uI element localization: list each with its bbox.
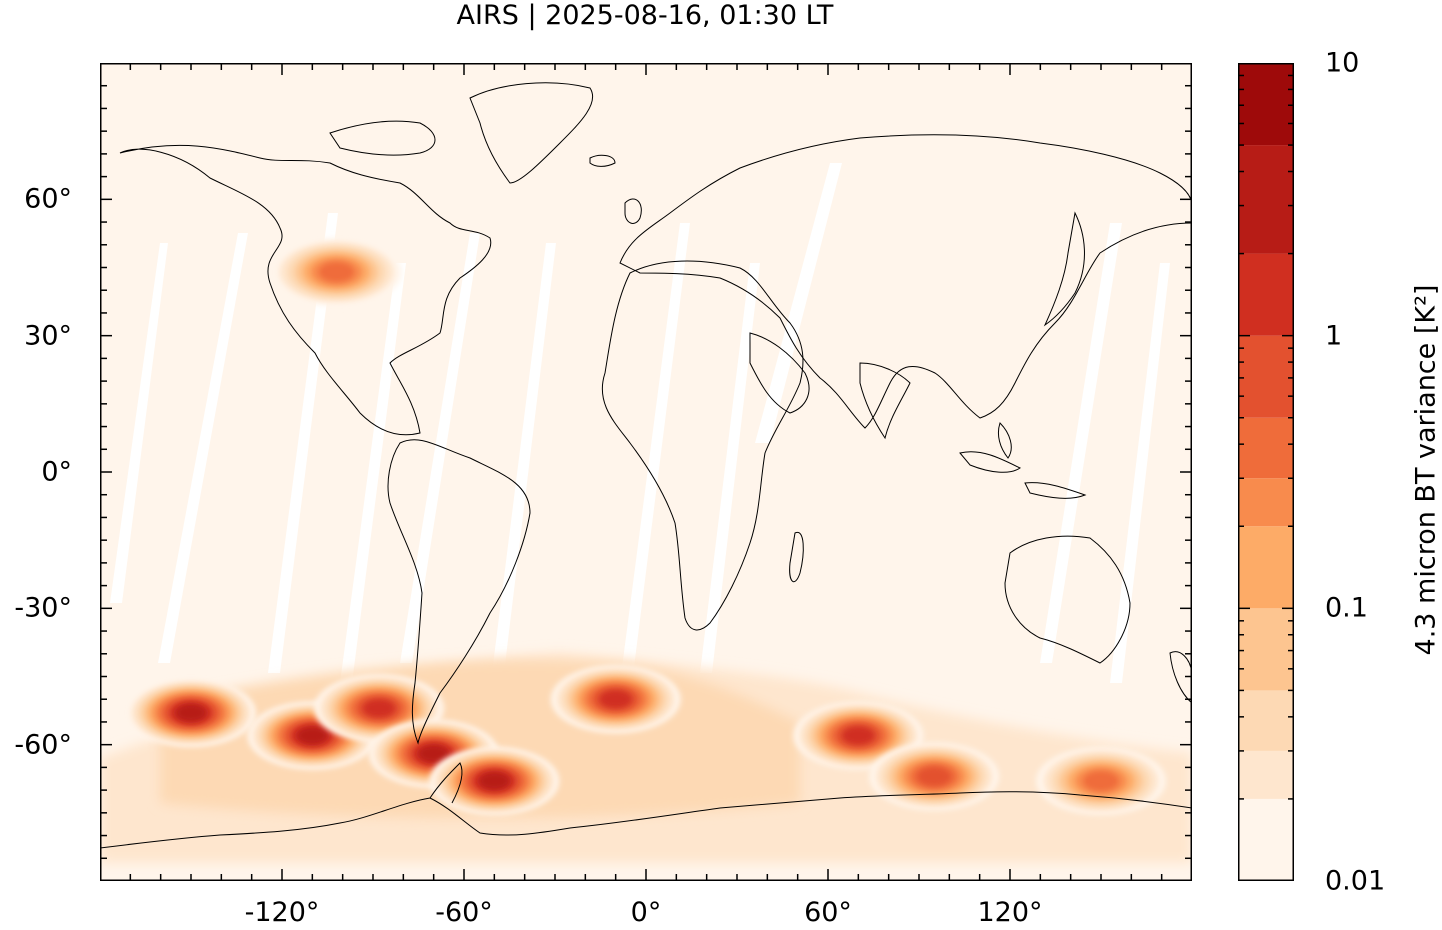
coastline-antarctica — [100, 791, 1192, 849]
hotspot-5 — [550, 665, 681, 734]
hotspot-9 — [271, 238, 402, 307]
orbit-gap — [268, 213, 338, 673]
orbit-gap — [1110, 263, 1170, 683]
lon-tick-label: 0° — [630, 897, 662, 928]
coastline-india — [859, 362, 911, 440]
hotspot-8 — [1036, 747, 1166, 816]
lon-tick-label: 120° — [977, 897, 1043, 928]
lat-tick-label: -60° — [14, 729, 72, 761]
variance-hotspots — [126, 238, 1166, 816]
coastline-south-america — [387, 439, 531, 745]
orbit-gap — [400, 233, 480, 663]
orbit-gap — [158, 233, 248, 663]
colorbar-level — [1238, 145, 1294, 254]
orbit-gap — [1040, 223, 1122, 663]
lat-tick-label: 60° — [24, 183, 72, 215]
axis-ticks — [100, 63, 1192, 881]
colorbar — [1238, 63, 1294, 881]
colorbar-level — [1238, 750, 1294, 799]
colorbar-level — [1238, 478, 1294, 527]
hotspot-contour — [318, 262, 355, 283]
hotspot-0 — [126, 678, 256, 747]
hotspot-contour — [296, 726, 328, 745]
coastline-north-america — [119, 144, 492, 436]
colorbar-tick-label: 0.01 — [1325, 865, 1386, 897]
colorbar-level — [1238, 798, 1294, 881]
coastline-madagascar — [789, 531, 804, 583]
coastline-japan — [1043, 211, 1085, 327]
coastline-australia — [1004, 535, 1131, 664]
colorbar-tick-label: 10 — [1325, 47, 1360, 79]
lat-tick-label: 30° — [24, 320, 72, 352]
coastline-africa — [601, 260, 804, 631]
hotspot-contour — [175, 704, 207, 722]
map-plot-area — [100, 63, 1192, 881]
coastline-arctic-islands — [329, 120, 436, 156]
colorbar-level — [1238, 63, 1294, 146]
hotspot-7 — [869, 742, 1000, 811]
orbit-gaps — [110, 163, 1170, 683]
coastline-british-isles — [624, 198, 642, 224]
lat-tick-label: 0° — [41, 456, 72, 488]
map-title: AIRS | 2025-08-16, 01:30 LT — [456, 0, 834, 31]
lon-tick-label: -60° — [435, 897, 493, 928]
orbit-gap — [492, 243, 556, 673]
hotspot-contour — [917, 766, 952, 786]
colorbar-level — [1238, 526, 1294, 609]
colorbar-level — [1238, 417, 1294, 479]
hotspot-contour — [599, 690, 632, 709]
colorbar-level — [1238, 253, 1294, 336]
colorbar-title: 4.3 micron BT variance [K²] — [1410, 284, 1442, 656]
lon-tick-label: -120° — [244, 897, 320, 928]
coastline-indonesia — [959, 422, 1087, 499]
coastline-iceland — [589, 154, 616, 167]
hotspot-contour — [478, 772, 510, 790]
colorbar-frame — [1238, 63, 1294, 881]
colorbar-level — [1238, 335, 1294, 418]
coastline-arabia — [749, 332, 810, 414]
orbit-gap — [340, 263, 406, 683]
coastline-new-zealand — [1169, 651, 1192, 704]
hotspot-contour — [842, 726, 875, 745]
coastline-antarctic-peninsula — [429, 762, 463, 804]
hotspot-contour — [418, 744, 450, 763]
coastlines — [100, 82, 1192, 849]
map-canvas — [100, 63, 1192, 881]
orbit-gap — [755, 163, 842, 443]
hotspot-contour — [362, 699, 396, 718]
coastline-greenland — [469, 82, 594, 184]
hotspot-4 — [429, 747, 560, 816]
lat-tick-label: -30° — [14, 592, 72, 624]
colorbar-tick-label: 0.1 — [1325, 592, 1368, 624]
lon-tick-label: 60° — [804, 897, 852, 928]
hotspot-contour — [1083, 771, 1119, 792]
colorbar-tick-label: 1 — [1325, 320, 1343, 352]
colorbar-level — [1238, 690, 1294, 751]
coastline-eurasia — [619, 134, 1192, 429]
orbit-gap — [700, 263, 760, 673]
orbit-gap — [110, 243, 168, 603]
colorbar-level — [1238, 608, 1294, 691]
orbit-gap — [620, 223, 690, 683]
